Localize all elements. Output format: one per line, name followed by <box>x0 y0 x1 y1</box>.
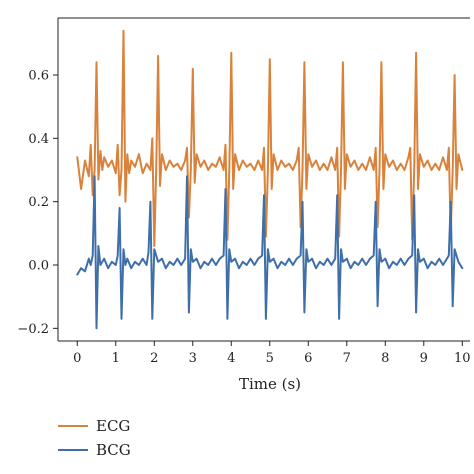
x-ticks: 0 1 2 3 4 5 6 7 8 9 10 <box>73 341 471 366</box>
x-tick-label: 6 <box>304 351 312 366</box>
y-tick-label: 0.2 <box>28 195 49 210</box>
x-tick-label: 0 <box>73 351 81 366</box>
legend-label-ecg: ECG <box>96 417 130 435</box>
x-tick-label: 10 <box>454 351 471 366</box>
x-tick-label: 2 <box>150 351 158 366</box>
x-tick-label: 3 <box>189 351 197 366</box>
series-layer <box>76 29 464 330</box>
legend: ECG BCG <box>58 417 131 459</box>
x-tick-label: 1 <box>112 351 120 366</box>
x-tick-label: 9 <box>420 351 428 366</box>
y-tick-label: 0.0 <box>28 259 49 274</box>
y-ticks: −0.2 0.0 0.2 0.4 0.6 <box>17 69 58 337</box>
series-line-bcg <box>76 175 464 330</box>
series-line-ecg <box>76 29 464 247</box>
x-tick-label: 7 <box>343 351 351 366</box>
legend-label-bcg: BCG <box>96 441 131 459</box>
y-tick-label: 0.4 <box>28 132 49 147</box>
y-tick-label: −0.2 <box>17 322 49 337</box>
x-axis-label: Time (s) <box>239 375 301 393</box>
x-tick-label: 4 <box>227 351 235 366</box>
x-tick-label: 5 <box>266 351 274 366</box>
y-tick-label: 0.6 <box>28 69 49 84</box>
x-tick-label: 8 <box>381 351 389 366</box>
